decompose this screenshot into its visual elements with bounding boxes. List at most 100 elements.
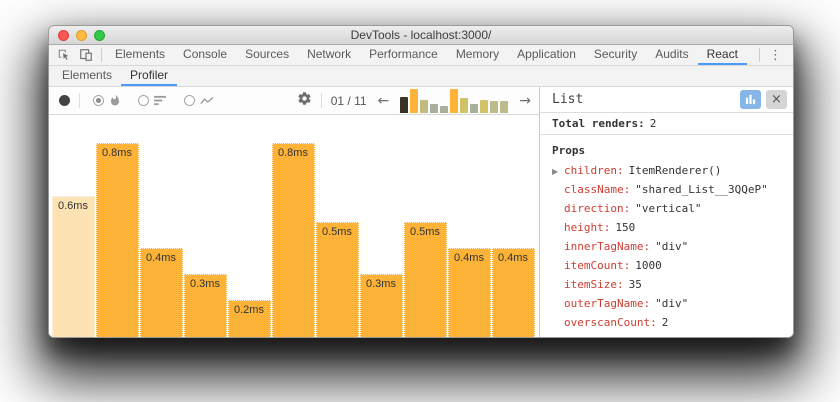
toolbar-separator [759, 48, 760, 62]
minimap-commit-bar[interactable] [450, 88, 459, 113]
minimize-window-button[interactable] [76, 29, 87, 41]
commit-bar[interactable]: 0.3ms [360, 274, 403, 337]
commit-bar[interactable]: 0.4ms [140, 248, 183, 337]
tab-application[interactable]: Application [517, 47, 576, 61]
props-header: Props [552, 143, 586, 157]
profiler-pane: 01 / 11 ← → 0.6ms 0.8ms 0.4ms 0.3ms 0.2ms 0.8… [49, 87, 539, 337]
prop-name: children: [564, 163, 624, 177]
commit-bar[interactable]: 0.3ms [184, 274, 227, 337]
minimap-commit-bar[interactable] [490, 100, 499, 113]
devtools-tool-icons [49, 45, 106, 65]
tab-performance[interactable]: Performance [369, 47, 438, 61]
close-icon: × [771, 92, 782, 108]
view-render-chart-button[interactable] [740, 90, 761, 110]
commit-duration-label: 0.4ms [498, 252, 528, 264]
props-section: Props ▶ children: ItemRenderer() className:… [540, 135, 793, 337]
titlebar: DevTools - localhost:3000/ [49, 26, 793, 45]
prop-name: innerTagName: [564, 239, 651, 253]
minimap-commit-bar[interactable] [500, 100, 509, 113]
close-window-button[interactable] [58, 29, 69, 41]
tab-elements[interactable]: Elements [115, 47, 166, 61]
more-options-icon[interactable]: ⋮ [769, 47, 782, 63]
toolbar-separator [101, 48, 102, 62]
total-renders-label: Total renders: [552, 117, 645, 131]
tab-sources[interactable]: Sources [245, 47, 290, 61]
devtools-tab-bar: Elements Console Sources Network Performance… [49, 45, 793, 66]
commit-duration-label: 0.3ms [190, 278, 220, 290]
prop-value: ItemRenderer() [628, 163, 722, 177]
minimap-commit-bar[interactable] [440, 105, 449, 113]
commit-bar[interactable]: 0.8ms [96, 143, 139, 337]
prop-name: itemSize: [564, 277, 624, 291]
react-panel-tab-bar: Elements Profiler [49, 66, 793, 87]
devtools-tabs: Elements Console Sources Network Performance… [106, 45, 759, 65]
commit-bar-chart: 0.6ms 0.8ms 0.4ms 0.3ms 0.2ms 0.8ms 0.5ms 0.3ms… [49, 115, 539, 337]
profiler-toolbar: 01 / 11 ← → [49, 87, 539, 115]
selected-component-panel: List × Total renders: 2 [539, 87, 793, 337]
window-title: DevTools - localhost:3000/ [350, 28, 492, 42]
device-toolbar-icon[interactable] [79, 48, 93, 62]
prop-name: outerTagName: [564, 296, 651, 310]
panel-tab-elements[interactable]: Elements [62, 68, 113, 82]
tab-audits[interactable]: Audits [655, 47, 689, 61]
record-button[interactable] [59, 95, 70, 106]
previous-commit-arrow[interactable]: ← [377, 92, 390, 109]
tab-network[interactable]: Network [307, 47, 352, 61]
expand-arrow-icon[interactable]: ▶ [552, 166, 559, 176]
commit-bar[interactable]: 0.2ms [228, 300, 271, 337]
prop-name: className: [564, 182, 631, 196]
minimap-commit-bar[interactable] [420, 99, 429, 113]
commit-minimap[interactable] [400, 88, 509, 113]
minimap-commit-bar[interactable] [480, 99, 489, 113]
tab-security[interactable]: Security [593, 47, 638, 61]
prop-row: ▶ children: ItemRenderer() [552, 164, 793, 183]
line-chart-icon [200, 96, 214, 104]
close-panel-button[interactable]: × [766, 90, 787, 110]
radio-icon [184, 95, 195, 106]
minimap-commit-bar[interactable] [400, 96, 409, 113]
prop-value: "shared_List__3QQeP" [635, 182, 768, 196]
commit-bar[interactable]: 0.4ms [492, 248, 535, 337]
inspect-element-icon[interactable] [57, 48, 71, 62]
gear-icon[interactable] [297, 91, 312, 111]
snapshot-counter: 01 / 11 [330, 93, 367, 108]
minimap-commit-bar[interactable] [430, 103, 439, 113]
commit-bar[interactable]: 0.8ms [272, 143, 315, 337]
traffic-lights [58, 26, 105, 44]
radio-icon [93, 95, 104, 106]
commit-bar[interactable]: 0.5ms [316, 222, 359, 337]
prop-row: useIsScrolling: false [552, 335, 793, 337]
commit-bar[interactable]: 0.6ms [52, 196, 95, 337]
commit-bar[interactable]: 0.4ms [448, 248, 491, 337]
minimap-commit-bar[interactable] [410, 88, 419, 113]
zoom-window-button[interactable] [94, 29, 105, 41]
prop-name: direction: [564, 201, 631, 215]
tab-memory[interactable]: Memory [455, 47, 500, 61]
prop-row: outerTagName: "div" [552, 297, 793, 316]
chart-type-flamegraph[interactable] [89, 94, 125, 107]
chart-type-ranked[interactable] [134, 95, 171, 106]
next-commit-arrow[interactable]: → [519, 92, 531, 109]
commit-duration-label: 0.8ms [102, 147, 132, 159]
bar-chart-icon [745, 95, 756, 105]
prop-row: className: "shared_List__3QQeP" [552, 183, 793, 202]
prop-value: 1000 [635, 258, 662, 272]
prop-row: overscanCount: 2 [552, 316, 793, 335]
minimap-commit-bar[interactable] [460, 97, 469, 113]
chart-type-interactions[interactable] [180, 95, 218, 106]
total-renders-value: 2 [649, 117, 657, 131]
prop-value: 35 [628, 277, 642, 291]
prop-row: itemSize: 35 [552, 278, 793, 297]
radio-icon [138, 95, 149, 106]
minimap-commit-bar[interactable] [470, 103, 479, 113]
prop-name: itemCount: [564, 258, 631, 272]
prop-name: height: [564, 220, 611, 234]
panel-tab-profiler[interactable]: Profiler [121, 66, 178, 86]
prop-value: "div" [655, 296, 689, 310]
tab-react[interactable]: React [697, 45, 747, 65]
commit-bar[interactable]: 0.5ms [404, 222, 447, 337]
commit-duration-label: 0.4ms [454, 252, 484, 264]
tab-console[interactable]: Console [183, 47, 228, 61]
commit-duration-label: 0.4ms [146, 252, 176, 264]
